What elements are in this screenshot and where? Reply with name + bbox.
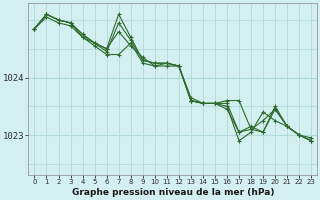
X-axis label: Graphe pression niveau de la mer (hPa): Graphe pression niveau de la mer (hPa) (72, 188, 274, 197)
